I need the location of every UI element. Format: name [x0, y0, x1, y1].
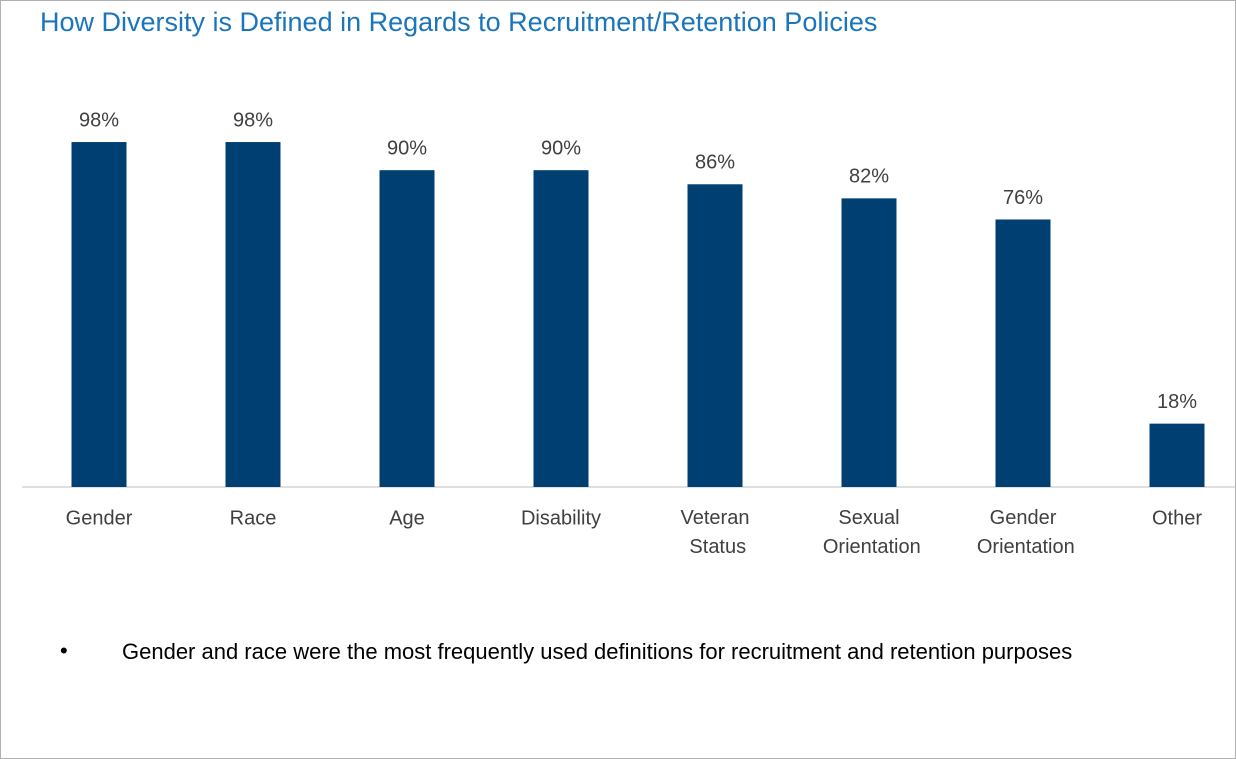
- value-label: 90%: [387, 137, 427, 159]
- bar: [379, 170, 435, 487]
- value-label: 76%: [1003, 187, 1043, 209]
- bar: [995, 219, 1051, 488]
- bar: [1149, 423, 1205, 487]
- bullet-note: • Gender and race were the most frequentl…: [60, 638, 1120, 665]
- x-tick-label: Race: [230, 507, 277, 529]
- x-tick-label: Disability: [521, 507, 601, 529]
- x-tick-label: Veteran Status: [681, 507, 750, 558]
- bar: [533, 170, 589, 487]
- bullet: •: [60, 638, 68, 663]
- x-tick-label: Age: [389, 507, 425, 529]
- chart-title: How Diversity is Defined in Regards to R…: [40, 7, 877, 37]
- x-tick-label: Sexual Orientation: [817, 507, 920, 558]
- value-label: 90%: [541, 137, 581, 159]
- bar: [225, 142, 281, 488]
- x-tick-label: Gender Orientation: [971, 507, 1074, 558]
- bar: [841, 198, 897, 488]
- note-text: Gender and race were the most frequently…: [122, 639, 1073, 664]
- x-tick-label: Other: [1152, 507, 1202, 529]
- bar: [687, 184, 743, 487]
- value-label: 98%: [233, 109, 273, 131]
- bar: [71, 142, 127, 488]
- value-label: 98%: [79, 109, 119, 131]
- value-label: 86%: [695, 152, 735, 174]
- value-label: 18%: [1157, 391, 1197, 413]
- value-label: 82%: [849, 166, 889, 188]
- x-tick-label: Gender: [66, 507, 133, 529]
